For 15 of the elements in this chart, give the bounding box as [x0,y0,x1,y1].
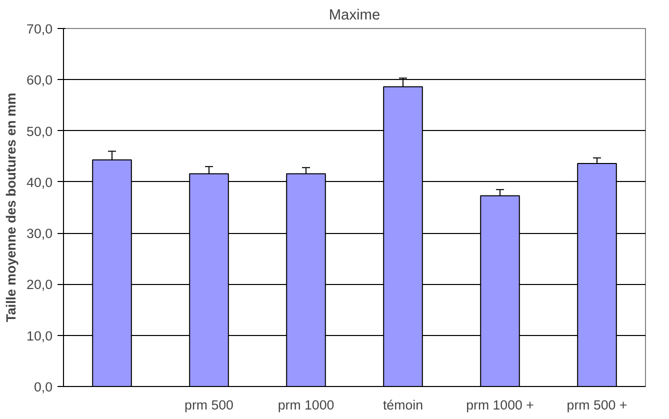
y-axis-title: Taille moyenne des boutures en mm [4,92,19,322]
y-tick-label: 40,0 [26,174,53,190]
x-tick-label: prm 500 + [566,398,628,412]
y-tick-label: 60,0 [26,72,53,88]
y-tick-label: 50,0 [26,124,53,139]
x-tick-label: prm 1000 [278,398,334,412]
y-tick-label: 10,0 [26,328,53,344]
y-tick-label: 30,0 [26,226,53,242]
x-tick-label: prm 1000 + [466,398,534,412]
y-tick-label: 0,0 [34,380,53,394]
x-tick-label: prm 500 [184,398,234,412]
x-tick-label: témoin [383,398,424,412]
chart-title: Maxime [328,8,380,24]
y-tick-label: 20,0 [26,277,53,292]
y-tick-label: 70,0 [26,22,53,36]
